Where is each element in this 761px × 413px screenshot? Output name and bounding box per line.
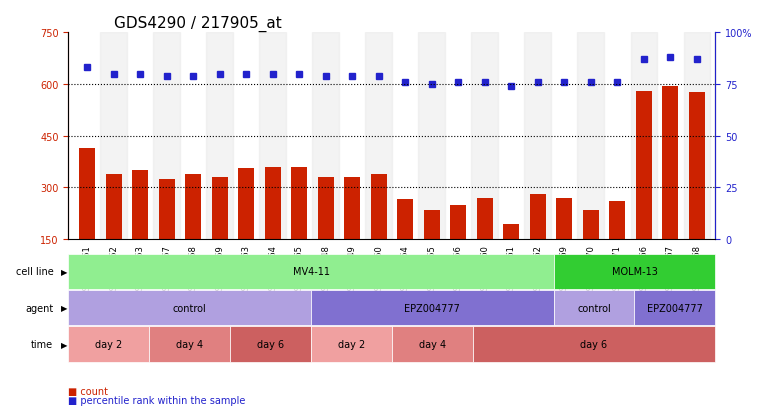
Text: ■ percentile rank within the sample: ■ percentile rank within the sample xyxy=(68,395,246,405)
Bar xyxy=(265,167,281,240)
Text: MOLM-13: MOLM-13 xyxy=(612,266,658,277)
Bar xyxy=(530,195,546,240)
Bar xyxy=(312,33,339,240)
Bar xyxy=(365,33,392,240)
Bar xyxy=(79,148,95,240)
Bar xyxy=(260,33,286,240)
Text: MV4-11: MV4-11 xyxy=(292,266,330,277)
Bar xyxy=(317,178,333,240)
Bar xyxy=(631,33,657,240)
Bar xyxy=(451,205,466,240)
Text: GDS4290 / 217905_at: GDS4290 / 217905_at xyxy=(114,16,282,32)
Bar xyxy=(583,210,599,240)
Bar xyxy=(578,33,604,240)
Text: time: time xyxy=(31,339,53,349)
Bar xyxy=(212,178,228,240)
Bar xyxy=(291,167,307,240)
Text: EPZ004777: EPZ004777 xyxy=(647,303,703,313)
Bar xyxy=(689,93,705,240)
Bar xyxy=(397,200,413,240)
Bar xyxy=(472,33,498,240)
Bar xyxy=(476,198,492,240)
Bar xyxy=(556,198,572,240)
Bar xyxy=(503,224,519,240)
Bar xyxy=(610,202,626,240)
Bar xyxy=(424,210,440,240)
Bar xyxy=(419,33,445,240)
Bar xyxy=(662,86,678,240)
Bar xyxy=(238,169,254,240)
Text: agent: agent xyxy=(25,303,53,313)
Text: day 4: day 4 xyxy=(177,339,203,349)
Text: ▶: ▶ xyxy=(61,304,68,312)
Text: day 6: day 6 xyxy=(257,339,284,349)
Bar xyxy=(153,33,180,240)
Text: EPZ004777: EPZ004777 xyxy=(404,303,460,313)
Text: ■ count: ■ count xyxy=(68,387,109,396)
Bar xyxy=(185,174,201,240)
Text: day 6: day 6 xyxy=(581,339,607,349)
Bar xyxy=(524,33,551,240)
Text: day 4: day 4 xyxy=(419,339,446,349)
Bar xyxy=(683,33,710,240)
Text: day 2: day 2 xyxy=(95,339,123,349)
Text: control: control xyxy=(577,303,611,313)
Bar xyxy=(344,178,360,240)
Bar xyxy=(106,174,122,240)
Bar xyxy=(158,179,174,240)
Bar xyxy=(206,33,233,240)
Bar xyxy=(100,33,127,240)
Bar xyxy=(132,171,148,240)
Text: control: control xyxy=(173,303,207,313)
Text: cell line: cell line xyxy=(15,266,53,277)
Text: ▶: ▶ xyxy=(61,340,68,349)
Bar xyxy=(635,92,651,240)
Bar xyxy=(371,174,387,240)
Text: ▶: ▶ xyxy=(61,267,68,276)
Text: day 2: day 2 xyxy=(338,339,365,349)
